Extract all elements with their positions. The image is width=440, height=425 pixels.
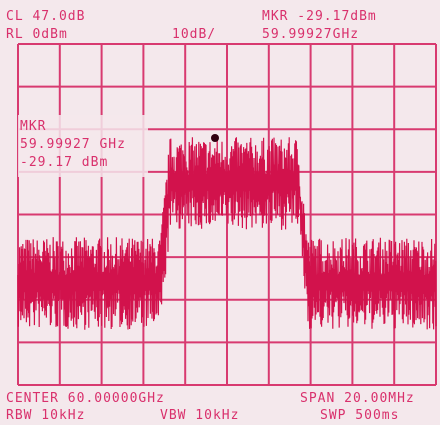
analyzer-screen: CL 47.0dB RL 0dBm 10dB/ MKR -29.17dBm 59… — [0, 0, 440, 425]
rbw: RBW 10kHz — [6, 408, 85, 423]
marker-box-freq: 59.99927 GHz — [20, 137, 126, 152]
sweep: SWP 500ms — [320, 408, 399, 423]
marker-readout: MKR -29.17dBm — [262, 9, 377, 24]
marker-dot — [211, 134, 219, 142]
marker-box-label: MKR — [20, 119, 46, 134]
marker-frequency: 59.99927GHz — [262, 27, 359, 42]
ref-level: RL 0dBm — [6, 27, 68, 42]
background — [0, 0, 440, 425]
span: SPAN 20.00MHz — [300, 391, 415, 406]
center-frequency: CENTER 60.00000GHz — [6, 391, 165, 406]
marker-box-level: -29.17 dBm — [20, 155, 108, 170]
scale: 10dB/ — [172, 27, 216, 42]
reference-level: CL 47.0dB — [6, 9, 85, 24]
vbw: VBW 10kHz — [160, 408, 239, 423]
